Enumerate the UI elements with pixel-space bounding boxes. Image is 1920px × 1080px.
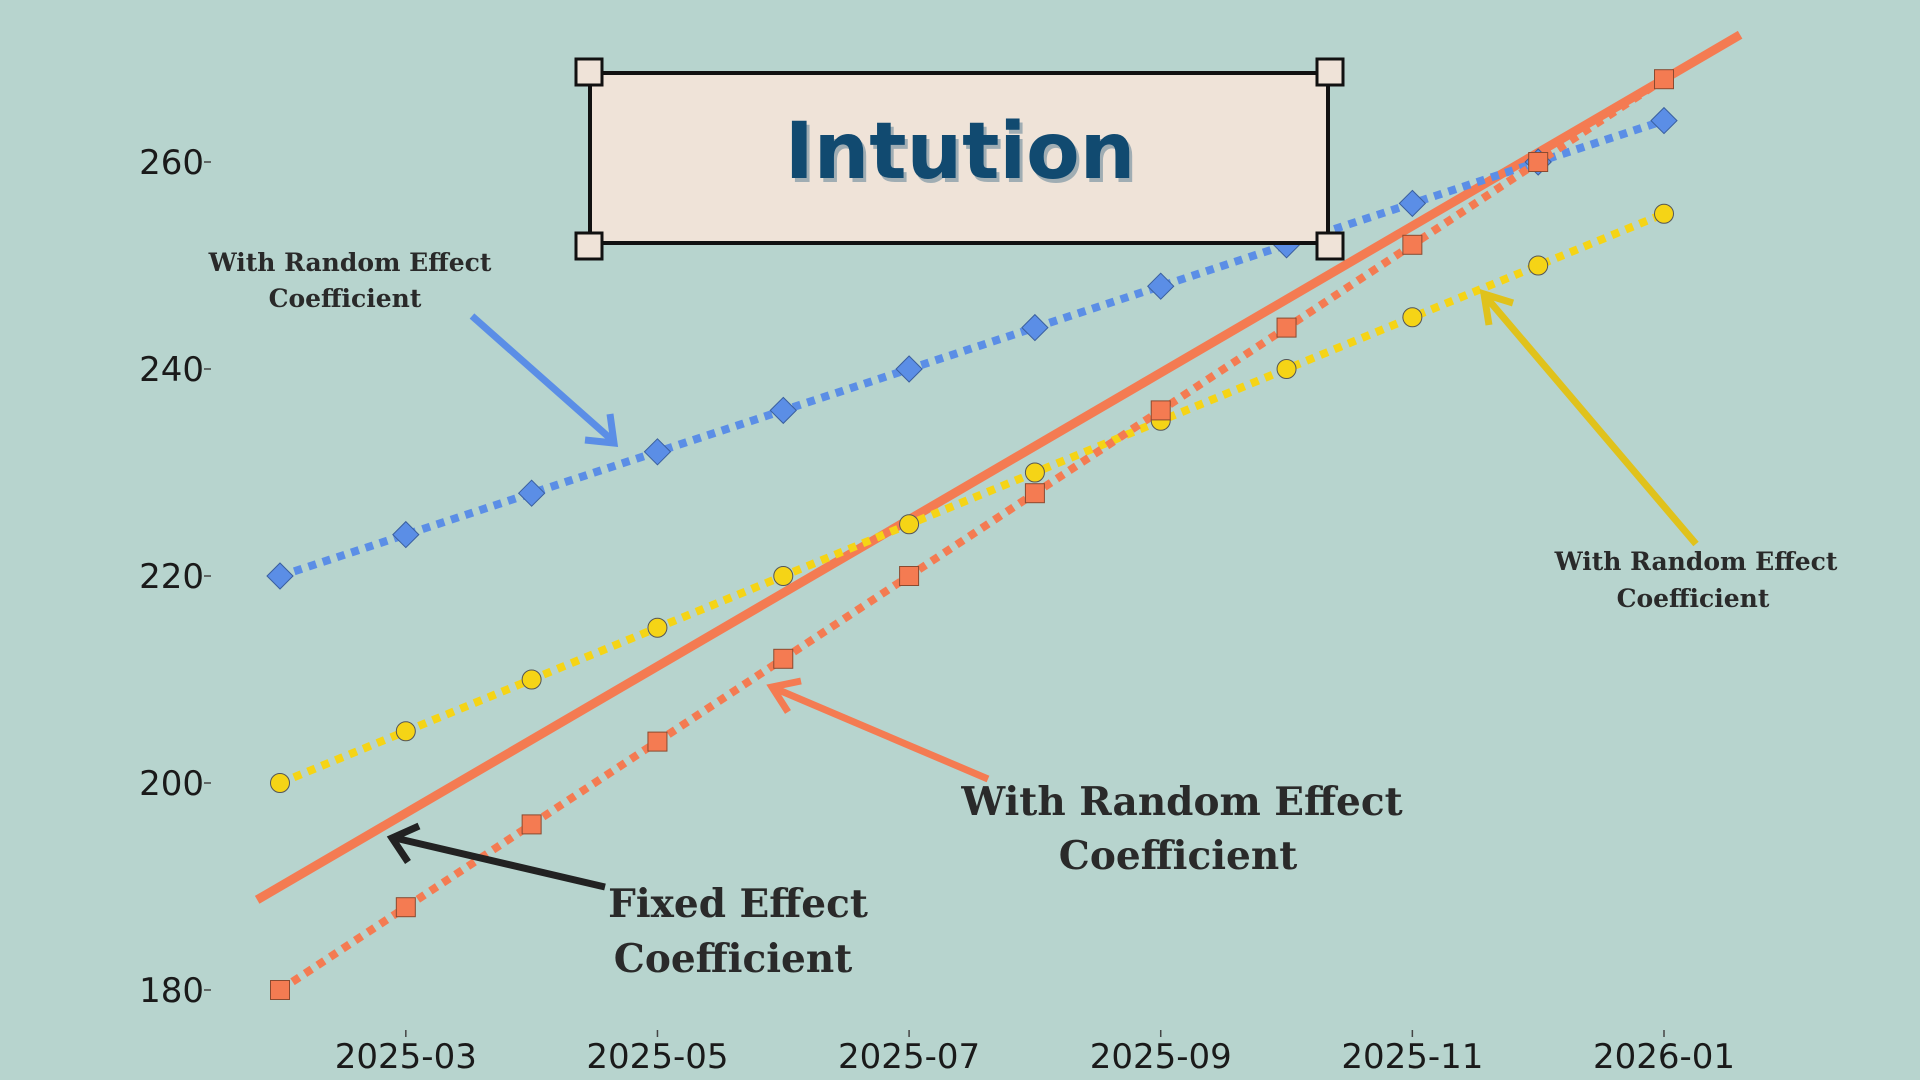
data-point-orange <box>395 897 416 918</box>
x-tick-label: 2025-05 <box>586 1037 728 1077</box>
annotation-fixed-line2: Coefficient <box>614 936 852 982</box>
data-point-orange <box>270 980 290 1000</box>
data-point-blue <box>1398 189 1427 218</box>
data-point-blue <box>266 562 294 590</box>
data-point-yellow <box>899 514 920 535</box>
chart-title: Intution <box>785 107 1136 197</box>
arrow-shaft-yellow <box>1483 294 1699 547</box>
data-point-yellow <box>1276 359 1297 379</box>
annotation-yellow-line1: With Random Effect <box>1554 547 1838 576</box>
arrow-shaft-orange <box>772 684 990 783</box>
annotation-yellow-line2: Coefficient <box>1617 584 1770 613</box>
y-tick-label: 200 <box>139 764 204 804</box>
series-line-orange <box>277 75 1667 994</box>
title-box: Intution Intution <box>574 57 1345 261</box>
annotation-orange-line2: Coefficient <box>1059 833 1297 879</box>
data-point-orange <box>521 814 542 835</box>
data-point-yellow <box>395 721 416 742</box>
data-point-yellow <box>270 773 290 793</box>
data-point-yellow <box>773 566 794 586</box>
arrow-shaft-blue <box>469 313 615 443</box>
data-point-orange <box>1024 483 1045 504</box>
arrow-head-orange <box>766 677 802 714</box>
annotation-orange: With Random Effect Coefficient <box>766 677 1403 879</box>
annotation-blue: With Random Effect Coefficient <box>208 248 619 447</box>
annotation-blue-line1: With Random Effect <box>208 248 492 277</box>
data-point-blue <box>643 438 672 466</box>
data-point-orange <box>1528 152 1549 172</box>
title-box-frame <box>588 71 1330 245</box>
resize-handle-top-right[interactable] <box>1315 57 1345 87</box>
data-point-blue <box>392 520 420 549</box>
resize-handle-bottom-right[interactable] <box>1315 231 1345 261</box>
y-axis: 180 200 220 240 260 <box>139 143 211 1011</box>
series-line-yellow <box>278 210 1666 787</box>
x-tick-label: 2025-09 <box>1090 1037 1232 1077</box>
data-point-orange <box>1150 400 1171 421</box>
x-tick-label: 2026-01 <box>1593 1037 1735 1077</box>
y-tick-label: 180 <box>139 971 204 1011</box>
y-tick-label: 260 <box>139 143 204 183</box>
chart-title-shadow: Intution <box>788 111 1139 201</box>
data-point-blue <box>769 396 797 425</box>
data-point-yellow <box>647 617 668 638</box>
resize-handle-top-left[interactable] <box>574 57 604 87</box>
data-point-blue <box>1021 313 1049 342</box>
x-tick-label: 2025-07 <box>838 1037 980 1077</box>
series-lines <box>277 75 1667 994</box>
data-point-orange <box>1402 234 1423 255</box>
data-point-blue <box>1650 106 1678 135</box>
annotation-orange-line1: With Random Effect <box>960 779 1402 825</box>
annotation-blue-line2: Coefficient <box>269 284 422 313</box>
data-point-yellow <box>1024 462 1045 483</box>
data-point-orange <box>647 731 668 752</box>
x-tick-label: 2025-11 <box>1341 1037 1483 1077</box>
x-tick-label: 2025-03 <box>335 1037 477 1077</box>
annotation-fixed: Fixed Effect Coefficient <box>386 822 868 982</box>
data-point-blue <box>1147 272 1175 300</box>
y-tick-label: 240 <box>139 350 204 390</box>
data-point-orange <box>773 648 794 669</box>
y-tick-label: 220 <box>139 557 204 597</box>
data-point-yellow <box>1528 255 1549 276</box>
arrow-head-yellow <box>1479 288 1515 326</box>
x-axis: 2025-03 2025-05 2025-07 2025-09 2025-11 2026-… <box>335 1030 1735 1077</box>
data-point-yellow <box>521 669 542 690</box>
resize-handle-bottom-left[interactable] <box>574 231 604 261</box>
annotation-yellow: With Random Effect Coefficient <box>1479 288 1838 613</box>
series-line-blue <box>278 116 1666 580</box>
arrow-head-fixed <box>386 822 421 864</box>
arrow-shaft-fixed <box>394 834 606 891</box>
data-point-orange <box>899 566 920 586</box>
data-point-orange <box>1654 69 1674 90</box>
data-point-yellow <box>1402 307 1423 328</box>
arrow-head-blue <box>584 413 619 447</box>
data-point-blue <box>517 479 546 507</box>
data-point-yellow <box>1654 203 1674 224</box>
data-point-orange <box>1276 317 1297 338</box>
data-point-blue <box>895 355 923 383</box>
annotation-fixed-line1: Fixed Effect <box>608 881 868 927</box>
